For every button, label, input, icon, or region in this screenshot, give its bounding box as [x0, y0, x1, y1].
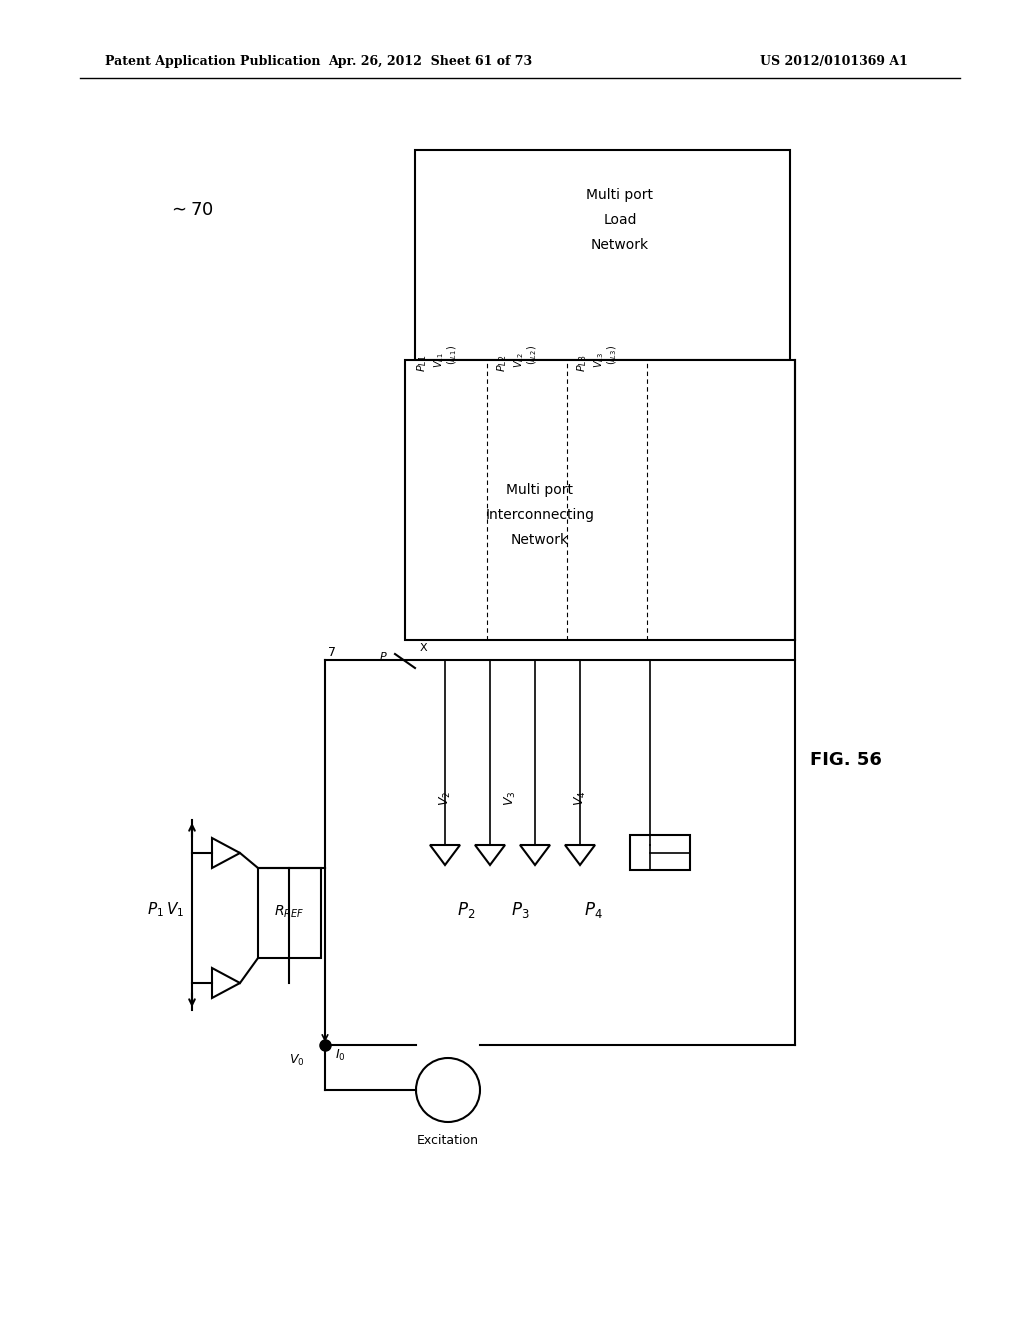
Text: Multi port: Multi port [587, 187, 653, 202]
Text: $P_{L3}$: $P_{L3}$ [575, 355, 589, 372]
Text: $P_4$: $P_4$ [584, 900, 602, 920]
Text: Load: Load [603, 213, 637, 227]
Text: $V_{L2}$: $V_{L2}$ [512, 352, 525, 368]
Text: Apr. 26, 2012  Sheet 61 of 73: Apr. 26, 2012 Sheet 61 of 73 [328, 55, 532, 69]
Bar [406, 360, 795, 640]
Text: Interconnecting: Interconnecting [485, 508, 595, 521]
Bar [415, 150, 790, 360]
Text: US 2012/0101369 A1: US 2012/0101369 A1 [760, 55, 908, 69]
Text: $V_0$: $V_0$ [290, 1052, 305, 1068]
Text: 7: 7 [328, 645, 336, 659]
Text: $P_3$: $P_3$ [511, 900, 529, 920]
Text: Patent Application Publication: Patent Application Publication [105, 55, 321, 69]
Text: $V_2$: $V_2$ [437, 791, 453, 805]
Text: $\sim$70: $\sim$70 [168, 201, 214, 219]
Text: $P_{L1}$: $P_{L1}$ [415, 355, 429, 372]
Text: $(I_{L1})$: $(I_{L1})$ [445, 345, 459, 366]
Text: $V_3$: $V_3$ [503, 791, 517, 805]
Text: Excitation: Excitation [417, 1134, 479, 1147]
Text: $I_0$: $I_0$ [335, 1048, 346, 1063]
Text: $V_1$: $V_1$ [166, 900, 184, 919]
Text: $P_{L2}$: $P_{L2}$ [495, 355, 509, 372]
Text: $(I_{L3})$: $(I_{L3})$ [605, 345, 618, 366]
Text: $P$: $P$ [379, 649, 388, 663]
Text: FIG. 56: FIG. 56 [810, 751, 882, 770]
Text: $P_1$: $P_1$ [146, 900, 164, 919]
Text: $V_4$: $V_4$ [572, 791, 588, 805]
Bar [258, 869, 321, 958]
Text: Multi port: Multi port [507, 483, 573, 498]
Text: $(I_{L2})$: $(I_{L2})$ [525, 345, 539, 366]
Text: Network: Network [591, 238, 649, 252]
Circle shape [416, 1059, 480, 1122]
Bar [630, 836, 690, 870]
Text: $R_{REF}$: $R_{REF}$ [273, 904, 304, 920]
Text: $V_{L1}$: $V_{L1}$ [432, 352, 445, 368]
Text: Network: Network [511, 533, 569, 546]
Text: $V_{L3}$: $V_{L3}$ [592, 351, 606, 368]
Text: X: X [420, 643, 428, 653]
Text: $P_2$: $P_2$ [457, 900, 475, 920]
